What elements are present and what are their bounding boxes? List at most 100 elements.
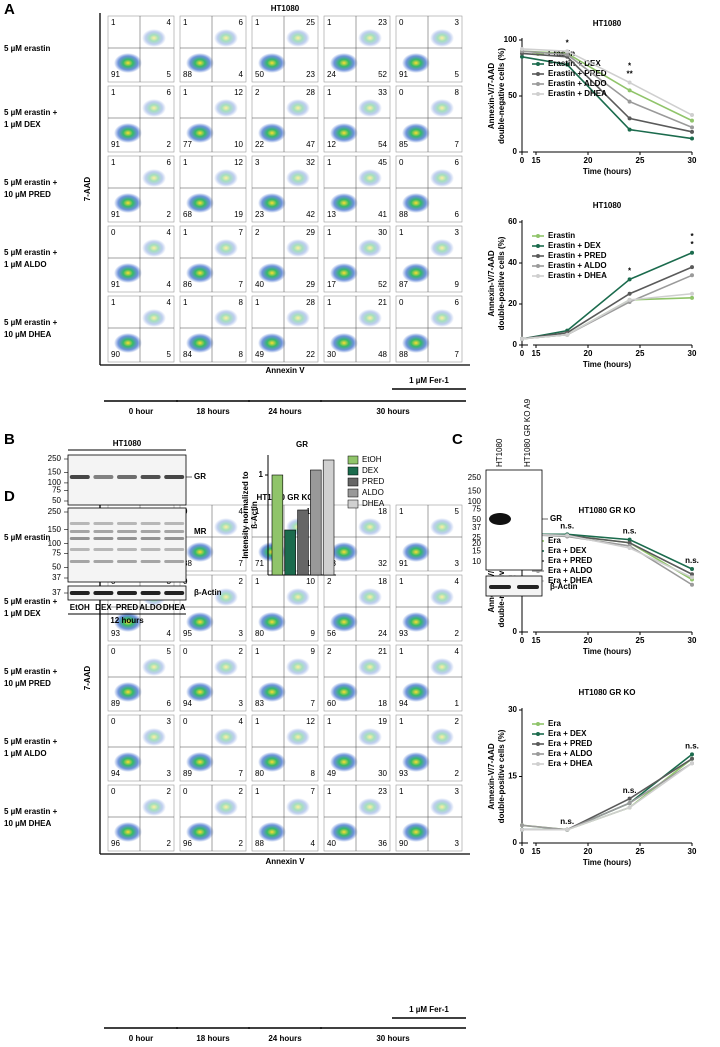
legend-label: DHEA xyxy=(362,499,385,508)
cell-cluster xyxy=(330,193,358,213)
cell-cluster xyxy=(330,53,358,73)
legend-marker xyxy=(536,274,540,278)
legend-label: Erastin xyxy=(548,231,575,240)
data-point xyxy=(565,332,570,337)
cell-cluster xyxy=(330,752,358,772)
quadrant-percent: 49 xyxy=(327,769,336,778)
band xyxy=(164,591,185,595)
band xyxy=(164,522,185,525)
flow-plot xyxy=(323,85,391,153)
time-label: 24 hours xyxy=(268,407,302,416)
cell-cluster xyxy=(330,612,358,632)
data-point xyxy=(565,533,570,538)
fer1-label: 1 µM Fer-1 xyxy=(409,1005,449,1014)
bar xyxy=(310,469,322,576)
time-label: 18 hours xyxy=(196,1034,230,1043)
band xyxy=(117,591,137,595)
quadrant-percent: 2 xyxy=(327,577,332,586)
flow-plot xyxy=(251,644,319,712)
cell-cluster xyxy=(402,333,430,353)
cell-cluster xyxy=(186,193,214,213)
quadrant-percent: 2 xyxy=(167,140,172,149)
quadrant-percent: 91 xyxy=(111,140,120,149)
flow-plot xyxy=(323,155,391,223)
cell-cluster xyxy=(430,588,454,606)
band xyxy=(117,475,137,479)
mw-marker: 250 xyxy=(48,454,62,463)
quadrant-percent: 54 xyxy=(378,140,387,149)
quadrant-percent: 7 xyxy=(239,280,244,289)
x-axis-label: Time (hours) xyxy=(583,647,632,656)
quadrant-percent: 1 xyxy=(111,88,116,97)
quadrant-percent: 1 xyxy=(255,647,260,656)
series-line xyxy=(522,758,693,831)
band xyxy=(164,537,185,540)
quadrant-percent: 93 xyxy=(399,629,408,638)
data-point xyxy=(520,46,524,51)
quadrant-percent: 90 xyxy=(399,839,408,848)
quadrant-percent: 8 xyxy=(239,350,244,359)
panel-label: A xyxy=(4,1,15,18)
quadrant-percent: 21 xyxy=(378,298,387,307)
band xyxy=(117,530,137,533)
legend-swatch xyxy=(347,499,359,509)
flow-plot xyxy=(107,15,175,83)
data-point xyxy=(565,62,570,67)
mw-marker: 20 xyxy=(472,539,481,548)
quadrant-percent: 94 xyxy=(183,699,192,708)
quadrant-percent: 7 xyxy=(311,787,316,796)
quadrant-percent: 6 xyxy=(167,158,172,167)
flow-plot xyxy=(251,295,319,363)
row-label: 1 µM DEX xyxy=(4,609,41,618)
chart-title: HT1080 xyxy=(593,19,622,28)
y-axis-label: double-negative cells (%) xyxy=(497,48,506,144)
cell-cluster xyxy=(286,99,310,117)
series-line xyxy=(522,762,693,831)
quadrant-percent: 91 xyxy=(399,70,408,79)
quadrant-percent: 0 xyxy=(399,88,404,97)
quadrant-percent: 4 xyxy=(239,70,244,79)
band xyxy=(69,591,90,595)
quadrant-percent: 0 xyxy=(183,717,188,726)
row-label: 1 µM DEX xyxy=(4,120,41,129)
data-point xyxy=(690,575,694,580)
flow-plot xyxy=(395,574,463,642)
fer1-label: 1 µM Fer-1 xyxy=(409,376,449,385)
series-line xyxy=(521,52,693,133)
cell-cluster xyxy=(358,29,382,47)
quadrant-percent: 2 xyxy=(239,647,244,656)
cell-cluster xyxy=(402,612,430,632)
legend-marker xyxy=(536,762,540,766)
quadrant-percent: 6 xyxy=(455,210,460,219)
quadrant-percent: 18 xyxy=(378,699,387,708)
quadrant-percent: 94 xyxy=(111,769,120,778)
row-label: 10 µM DHEA xyxy=(4,819,52,828)
y-tick-label: 50 xyxy=(508,91,517,100)
row-label: 5 µM erastin xyxy=(4,44,51,53)
quadrant-percent: 95 xyxy=(183,629,192,638)
mw-marker: 100 xyxy=(48,478,62,487)
y-axis-label: 7-AAD xyxy=(83,177,92,202)
legend-marker xyxy=(536,742,540,746)
flow-plot xyxy=(179,295,247,363)
quadrant-percent: 0 xyxy=(183,647,188,656)
quadrant-percent: 41 xyxy=(378,210,387,219)
blot-membrane xyxy=(67,507,187,583)
quadrant-percent: 3 xyxy=(167,769,172,778)
quadrant-percent: 12 xyxy=(327,140,336,149)
x-tick-label: 0 xyxy=(520,156,525,165)
significance-mark: n.s. xyxy=(560,817,574,826)
legend-swatch xyxy=(347,455,359,465)
flow-plot xyxy=(179,644,247,712)
time-label: 0 hour xyxy=(129,407,153,416)
significance-mark: * xyxy=(690,240,694,249)
band xyxy=(164,475,185,479)
legend-marker xyxy=(536,244,540,248)
x-tick-label: 20 xyxy=(584,156,593,165)
quadrant-percent: 32 xyxy=(378,559,387,568)
significance-mark: n.s. xyxy=(560,521,574,530)
data-point xyxy=(627,546,632,550)
cell-cluster xyxy=(114,193,142,213)
cell-cluster xyxy=(430,309,454,327)
